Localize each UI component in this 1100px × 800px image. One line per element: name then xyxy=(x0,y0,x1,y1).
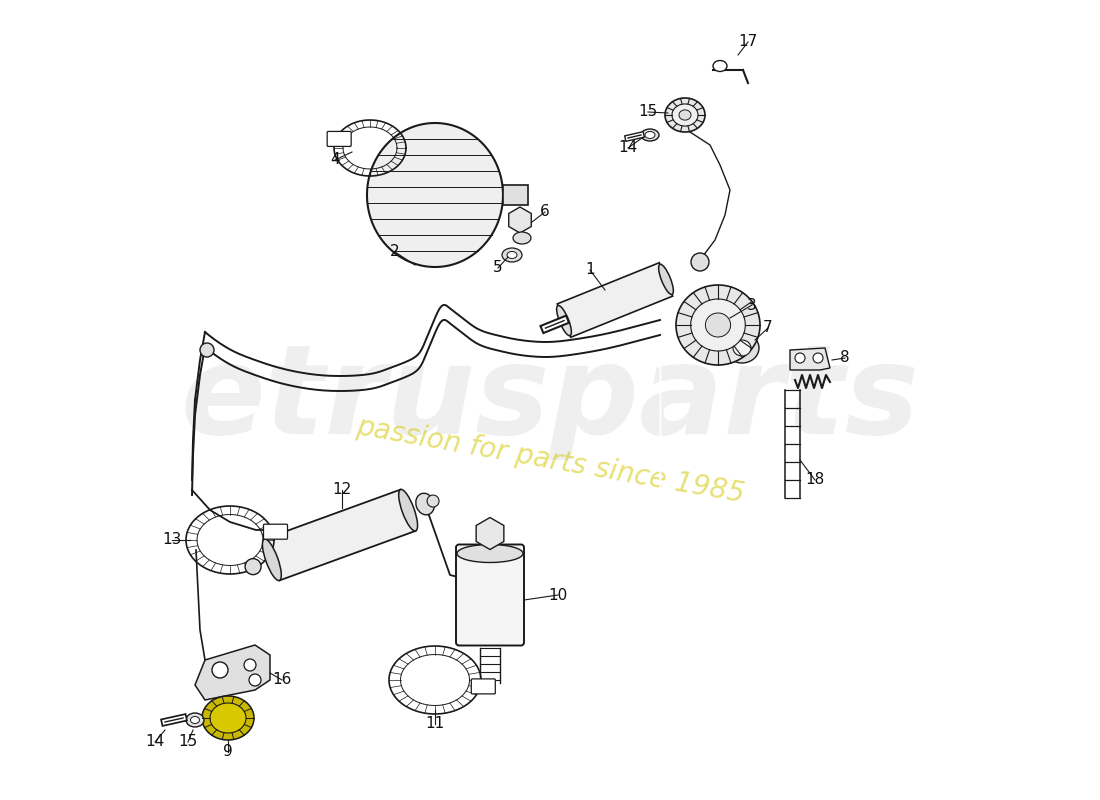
Ellipse shape xyxy=(456,545,522,562)
Circle shape xyxy=(249,674,261,686)
Polygon shape xyxy=(790,348,830,370)
FancyBboxPatch shape xyxy=(327,131,351,146)
Text: 4: 4 xyxy=(330,153,340,167)
Ellipse shape xyxy=(733,340,751,356)
Text: 14: 14 xyxy=(618,141,638,155)
Text: 18: 18 xyxy=(805,473,825,487)
Text: 9: 9 xyxy=(223,745,233,759)
Ellipse shape xyxy=(416,494,434,515)
Text: 15: 15 xyxy=(178,734,198,750)
Circle shape xyxy=(795,353,805,363)
Text: 16: 16 xyxy=(273,673,292,687)
Polygon shape xyxy=(210,703,246,733)
Ellipse shape xyxy=(502,248,522,262)
Ellipse shape xyxy=(398,490,418,531)
Polygon shape xyxy=(195,645,270,700)
Text: 2: 2 xyxy=(390,245,399,259)
Ellipse shape xyxy=(713,61,727,71)
Text: 14: 14 xyxy=(145,734,165,750)
Polygon shape xyxy=(367,123,503,267)
Text: 1: 1 xyxy=(585,262,595,278)
FancyBboxPatch shape xyxy=(456,545,524,646)
Polygon shape xyxy=(264,490,416,581)
Polygon shape xyxy=(676,285,760,365)
Circle shape xyxy=(200,343,214,357)
Text: 8: 8 xyxy=(840,350,850,366)
Polygon shape xyxy=(558,262,673,338)
Polygon shape xyxy=(672,104,698,126)
Circle shape xyxy=(212,662,228,678)
Ellipse shape xyxy=(659,264,673,294)
FancyBboxPatch shape xyxy=(471,679,495,694)
Text: etrusparts: etrusparts xyxy=(180,339,920,461)
Circle shape xyxy=(427,495,439,507)
Text: 7: 7 xyxy=(763,321,773,335)
Text: 10: 10 xyxy=(549,587,568,602)
Text: 3: 3 xyxy=(747,298,757,313)
Ellipse shape xyxy=(507,251,517,258)
Ellipse shape xyxy=(557,306,571,336)
Polygon shape xyxy=(503,185,528,205)
Ellipse shape xyxy=(641,129,659,141)
Circle shape xyxy=(813,353,823,363)
Polygon shape xyxy=(705,313,730,337)
Text: passion for parts since 1985: passion for parts since 1985 xyxy=(354,412,746,508)
Circle shape xyxy=(244,659,256,671)
Circle shape xyxy=(245,558,261,574)
Text: 6: 6 xyxy=(540,205,550,219)
Text: 5: 5 xyxy=(493,261,503,275)
Ellipse shape xyxy=(513,232,531,244)
FancyBboxPatch shape xyxy=(264,524,287,539)
Text: 12: 12 xyxy=(332,482,352,498)
Ellipse shape xyxy=(190,717,199,723)
Ellipse shape xyxy=(263,539,282,581)
Text: 13: 13 xyxy=(163,533,182,547)
Ellipse shape xyxy=(645,131,654,138)
Polygon shape xyxy=(202,696,254,740)
Text: 17: 17 xyxy=(738,34,758,50)
Text: 11: 11 xyxy=(426,717,444,731)
Ellipse shape xyxy=(186,713,204,727)
Text: 15: 15 xyxy=(638,105,658,119)
Polygon shape xyxy=(679,110,691,120)
Ellipse shape xyxy=(725,333,759,363)
Circle shape xyxy=(691,253,710,271)
Polygon shape xyxy=(691,299,746,351)
Polygon shape xyxy=(666,98,705,132)
